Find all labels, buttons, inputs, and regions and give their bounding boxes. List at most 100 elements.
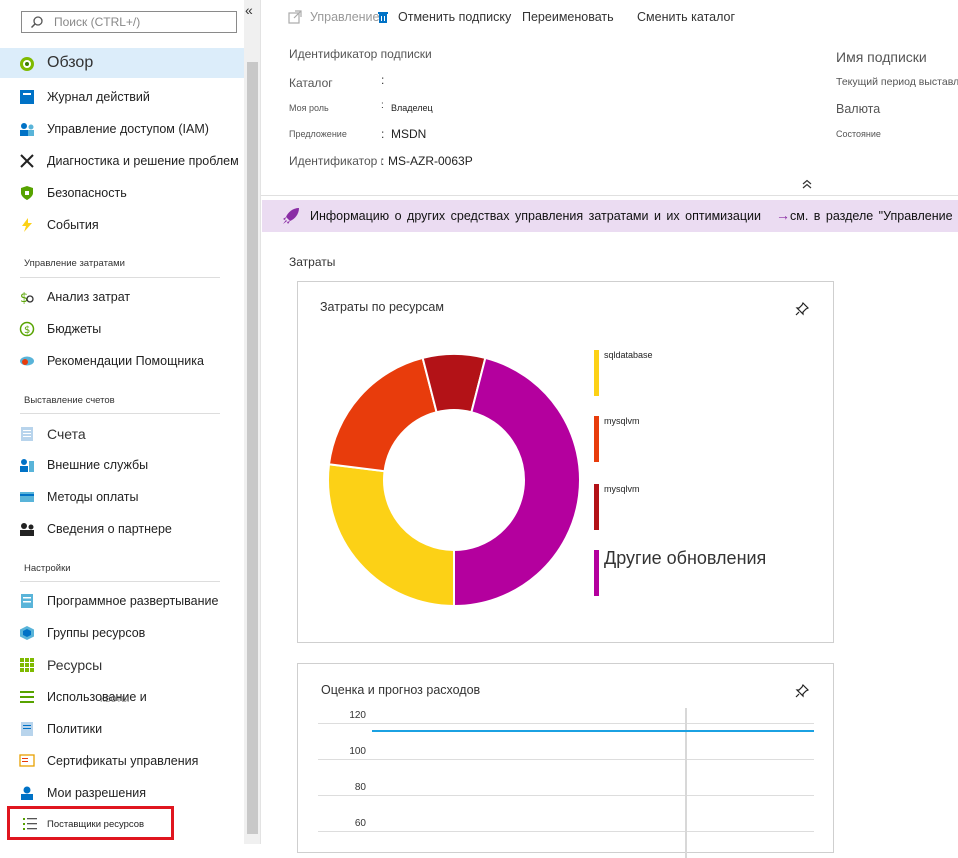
highlight-box	[7, 806, 174, 840]
donut-slice-Другие обновления[interactable]	[453, 356, 581, 608]
sidebar-item-deployments[interactable]: Программное развертывание	[0, 586, 244, 616]
collapse-sidebar-button[interactable]: «	[245, 2, 253, 18]
advisor-icon	[20, 356, 34, 366]
legend-swatch	[594, 484, 599, 530]
policy-icon	[21, 722, 33, 736]
search-box[interactable]: Поиск (CTRL+/)	[21, 11, 237, 33]
sidebar-item-budgets[interactable]: $ Бюджеты	[0, 314, 244, 344]
legend-label[interactable]: sqldatabase	[604, 350, 653, 360]
gridline	[318, 831, 814, 832]
sidebar-item-label: Группы ресурсов	[47, 626, 146, 640]
cost-by-resource-card[interactable]: Затраты по ресурсам sqldatabase mysqlvm my…	[297, 281, 834, 643]
change-directory-button[interactable]: Сменить каталог	[637, 10, 736, 24]
budget-icon: $	[19, 321, 35, 337]
offer-key: Предложение	[289, 129, 347, 139]
deployment-icon	[21, 594, 33, 608]
lightning-icon	[22, 218, 32, 232]
sidebar-item-external-services[interactable]: Внешние службы	[0, 450, 244, 480]
search-icon	[30, 16, 43, 29]
activity-log-icon	[20, 90, 34, 104]
sidebar-item-security[interactable]: Безопасность	[0, 178, 244, 208]
sidebar-item-label: Использование и	[47, 690, 147, 704]
legend-swatch	[594, 350, 599, 396]
sidebar-item-label: Журнал действий	[47, 90, 150, 104]
sidebar-item-policies[interactable]: Политики	[0, 714, 244, 744]
sidebar-item-resource-providers[interactable]: Поставщики ресурсов	[0, 809, 244, 839]
cancel-subscription-button[interactable]: Отменить подписку	[398, 10, 512, 24]
sidebar-item-resources[interactable]: Ресурсы	[0, 650, 244, 680]
legend-label[interactable]: Другие обновления	[604, 548, 767, 568]
sidebar-item-label: Диагностика и решение проблем	[47, 154, 239, 168]
sidebar-item-diagnose[interactable]: Диагностика и решение проблем	[0, 146, 244, 176]
rocket-icon	[283, 208, 299, 224]
sidebar-item-iam[interactable]: Управление доступом (IAM)	[0, 114, 244, 144]
legend-swatch	[594, 550, 599, 596]
sidebar-item-label: Поставщики ресурсов	[47, 819, 145, 830]
donut-slice-mysqlvm[interactable]	[327, 356, 438, 473]
gridline	[318, 795, 814, 796]
collapse-essentials-icon[interactable]	[802, 179, 812, 189]
invoice-icon	[21, 427, 33, 441]
section-title-settings: Настройки	[24, 563, 71, 574]
sidebar-item-label: Безопасность	[47, 186, 127, 200]
banner-arrow-icon: →	[776, 207, 790, 223]
donut-slice-sqldatabase[interactable]	[327, 463, 455, 608]
sidebar-item-label: Управление доступом (IAM)	[47, 122, 209, 136]
svg-text:$: $	[20, 291, 28, 305]
sidebar-item-overview[interactable]: Обзор	[0, 48, 244, 78]
external-link-icon	[288, 10, 302, 24]
y-tick-label: 100	[349, 746, 366, 757]
rename-button[interactable]: Переименовать	[522, 10, 614, 24]
sidebar-item-cost-analysis[interactable]: $ Анализ затрат	[0, 282, 244, 312]
resource-providers-icon	[23, 818, 37, 830]
my-role-key: Моя роль	[289, 103, 329, 113]
permissions-icon	[21, 786, 33, 800]
sidebar-scrollbar-thumb[interactable]	[247, 62, 258, 834]
manage-button[interactable]: Управление	[310, 10, 380, 24]
legend-label[interactable]: mysqlvm	[604, 416, 640, 426]
sidebar-item-partner[interactable]: Сведения о партнере	[0, 514, 244, 544]
donut-chart	[327, 353, 581, 608]
y-tick-label: 80	[354, 782, 366, 793]
sidebar-item-label-overlap: квоты	[100, 693, 130, 705]
forecast-series-line	[372, 730, 814, 733]
sidebar-item-label: Мои разрешения	[47, 786, 146, 800]
gridline	[318, 723, 814, 724]
sidebar-item-invoices[interactable]: Счета	[0, 419, 244, 449]
sidebar-item-label: Обзор	[47, 54, 94, 71]
svg-text:$: $	[24, 325, 30, 336]
sidebar-item-label: Политики	[47, 722, 103, 736]
pin-icon[interactable]	[795, 684, 809, 698]
offer-id-value: MS-AZR-0063P	[388, 154, 473, 168]
pin-icon[interactable]	[795, 302, 809, 316]
sidebar-item-usage-quotas[interactable]: Использование и квоты	[0, 682, 244, 712]
offer-value: MSDN	[391, 127, 427, 141]
info-banner[interactable]: Информацию о других средствах управления…	[262, 200, 958, 232]
y-tick-label: 120	[349, 710, 366, 721]
card-title: Оценка и прогноз расходов	[321, 683, 481, 697]
cost-forecast-card[interactable]: Оценка и прогноз расходов 120 100 80 60	[297, 663, 834, 858]
wrench-icon	[20, 154, 34, 168]
legend-label[interactable]: mysqlvm	[604, 484, 640, 494]
sidebar-item-label: Программное развертывание	[47, 594, 219, 608]
sidebar-item-certificates[interactable]: Сертификаты управления	[0, 746, 244, 776]
sidebar-item-resource-groups[interactable]: Группы ресурсов	[0, 618, 244, 648]
cost-analysis-icon: $	[20, 291, 34, 305]
sidebar-item-activity-log[interactable]: Журнал действий	[0, 82, 244, 112]
sidebar-item-label: Сведения о партнере	[47, 522, 172, 536]
my-role-value: Владелец	[391, 103, 433, 113]
banner-text: Информацию о других средствах управления…	[310, 209, 761, 223]
sidebar-item-label: Рекомендации Помощника	[47, 354, 204, 368]
sidebar-item-advisor[interactable]: Рекомендации Помощника	[0, 346, 244, 376]
subscription-id-key: Идентификатор подписки	[289, 47, 432, 61]
sidebar-item-label: Ресурсы	[47, 657, 103, 673]
sidebar-item-events[interactable]: События	[0, 210, 244, 240]
sidebar-item-my-permissions[interactable]: Мои разрешения	[0, 778, 244, 808]
section-title-billing: Выставление счетов	[24, 395, 115, 406]
section-title-cost-management: Управление затратами	[24, 258, 125, 269]
iam-icon	[20, 123, 34, 136]
sidebar-item-payment-methods[interactable]: Методы оплаты	[0, 482, 244, 512]
y-tick-label: 60	[354, 818, 366, 829]
external-services-icon	[20, 459, 34, 472]
resource-groups-icon	[20, 626, 34, 640]
